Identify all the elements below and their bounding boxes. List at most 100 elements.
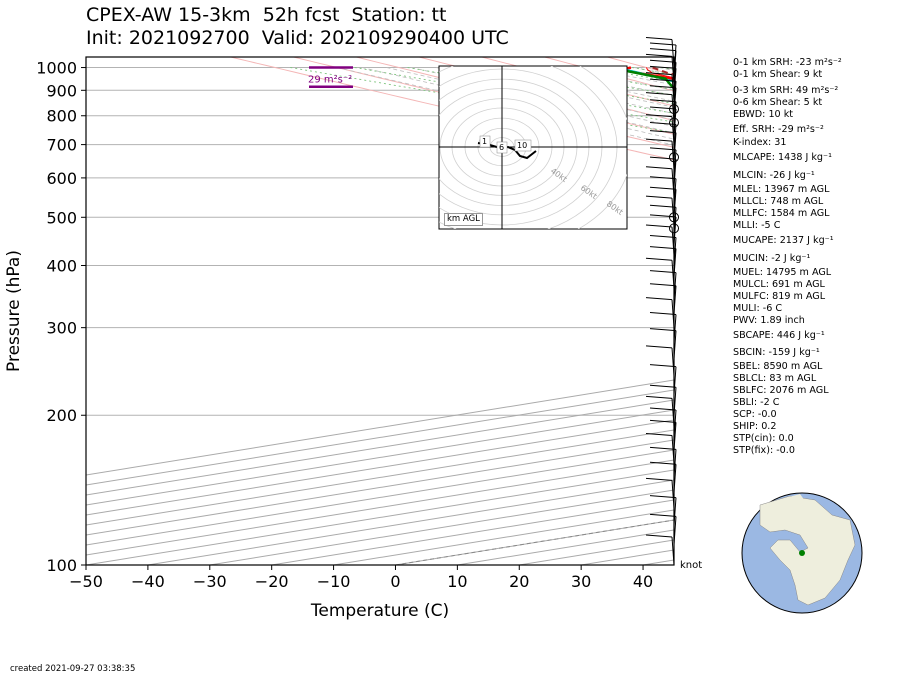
isotherm — [86, 399, 674, 496]
x-tick-label: −30 — [193, 572, 227, 591]
wind-barb — [645, 72, 675, 103]
wind-barb — [645, 195, 675, 227]
wind-barb — [649, 446, 677, 478]
wind-barb — [649, 147, 677, 178]
index-line: MUCAPE: 2137 J kg⁻¹ — [733, 235, 834, 246]
hodograph-trace — [477, 142, 537, 160]
calm-wind-circle — [669, 117, 679, 128]
wind-barb — [645, 297, 675, 328]
wind-barb — [645, 432, 675, 464]
wind-barb — [649, 130, 677, 161]
x-tick-label: 10 — [447, 572, 467, 591]
wind-barb — [649, 407, 677, 439]
wind-barb — [645, 534, 675, 566]
index-line: MLLI: -5 C — [733, 220, 781, 231]
wind-barb — [649, 461, 677, 493]
station-marker — [799, 550, 805, 556]
y-tick-label: 900 — [46, 81, 77, 100]
index-line: SBLI: -2 C — [733, 397, 780, 408]
wind-barb — [645, 37, 675, 68]
index-line: MLCAPE: 1438 J kg⁻¹ — [733, 152, 832, 163]
index-line: 0-1 km Shear: 9 kt — [733, 69, 823, 80]
index-line: STP(fix): -0.0 — [733, 445, 795, 456]
index-line: MLLFC: 1584 m AGL — [733, 208, 830, 219]
wind-barb — [649, 42, 677, 74]
wind-barb — [649, 59, 677, 91]
x-tick-label: −40 — [131, 572, 165, 591]
index-line: K-index: 31 — [733, 137, 787, 148]
index-line: STP(cin): 0.0 — [733, 433, 794, 444]
wind-barb — [645, 345, 675, 376]
index-line: EBWD: 10 kt — [733, 109, 794, 120]
index-line: 0-6 km Shear: 5 kt — [733, 97, 823, 108]
y-tick-label: 100 — [46, 556, 77, 575]
isotherm — [86, 459, 674, 556]
wind-barb — [649, 513, 677, 545]
calm-wind-circle — [669, 223, 679, 234]
y-tick-label: 300 — [46, 319, 77, 338]
wind-barb — [649, 283, 677, 314]
x-tick-label: 20 — [509, 572, 529, 591]
isotherm — [86, 389, 674, 486]
x-tick-label: −10 — [317, 572, 351, 591]
index-line: 0-3 km SRH: 49 m²s⁻² — [733, 85, 839, 96]
wind-barb — [645, 395, 675, 427]
wind-barb — [645, 166, 675, 197]
wind-barb — [645, 114, 675, 145]
mixing-ratio-line — [354, 67, 674, 123]
y-tick-label: 800 — [46, 107, 77, 126]
index-line: MULFC: 819 m AGL — [733, 291, 826, 302]
y-tick-label: 200 — [46, 406, 77, 425]
wind-barb — [649, 246, 677, 277]
index-line: MLEL: 13967 m AGL — [733, 184, 830, 195]
isotherm — [86, 439, 674, 536]
isotherm — [86, 449, 674, 546]
index-line: SBCIN: -159 J kg⁻¹ — [733, 347, 820, 358]
wind-barb — [649, 121, 677, 153]
index-line: SBLFC: 2076 m AGL — [733, 385, 829, 396]
calm-wind-circle — [669, 104, 679, 115]
wind-barb — [649, 495, 677, 526]
wind-barb — [649, 328, 677, 359]
isotherm — [86, 429, 674, 526]
moist-adiabat — [485, 67, 674, 108]
barb-unit-label: knot — [680, 560, 703, 571]
wind-barb — [649, 419, 677, 451]
chart-title: CPEX-AW 15-3km 52h fcst Station: tt — [86, 4, 447, 26]
index-line: MUEL: 14795 m AGL — [733, 267, 832, 278]
index-line: SBCAPE: 446 J kg⁻¹ — [733, 330, 825, 341]
wind-barb — [649, 176, 677, 207]
y-tick-label: 1000 — [36, 59, 77, 78]
index-line: SBLCL: 83 m AGL — [733, 373, 817, 384]
x-tick-label: −20 — [255, 572, 289, 591]
x-tick-label: −50 — [69, 572, 103, 591]
wind-barb — [649, 364, 677, 395]
profile-line — [645, 67, 674, 79]
index-line: SCP: -0.0 — [733, 409, 777, 420]
calm-wind-circle — [669, 152, 679, 163]
x-tick-label: 40 — [633, 572, 653, 591]
index-line: MULI: -6 C — [733, 303, 783, 314]
wind-barb — [645, 257, 675, 289]
y-tick-label: 400 — [46, 256, 77, 275]
y-tick-label: 700 — [46, 136, 77, 155]
hodograph-km-agl-label: km AGL — [444, 213, 483, 226]
index-line: MULCL: 691 m AGL — [733, 279, 825, 290]
created-timestamp: created 2021-09-27 03:38:35 — [10, 664, 136, 674]
index-line: Eff. SRH: -29 m²s⁻² — [733, 124, 824, 135]
x-tick-label: 30 — [571, 572, 591, 591]
mixing-ratio-line — [546, 67, 674, 91]
srh-label: 29 m²s⁻² — [308, 75, 352, 86]
wind-barb — [645, 477, 675, 509]
chart-subtitle: Init: 2021092700 Valid: 202109290400 UTC — [86, 27, 509, 49]
wind-barb — [645, 138, 675, 170]
index-line: MLLCL: 748 m AGL — [733, 196, 824, 207]
isotherm — [86, 469, 674, 565]
x-tick-label: 0 — [390, 572, 400, 591]
hodograph-height-label: 1 — [482, 137, 487, 146]
y-tick-label: 500 — [46, 208, 77, 227]
hodograph-height-label: 10 — [517, 141, 527, 150]
hodograph-height-label: 6 — [499, 143, 504, 152]
y-axis-label: Pressure (hPa) — [4, 250, 24, 372]
